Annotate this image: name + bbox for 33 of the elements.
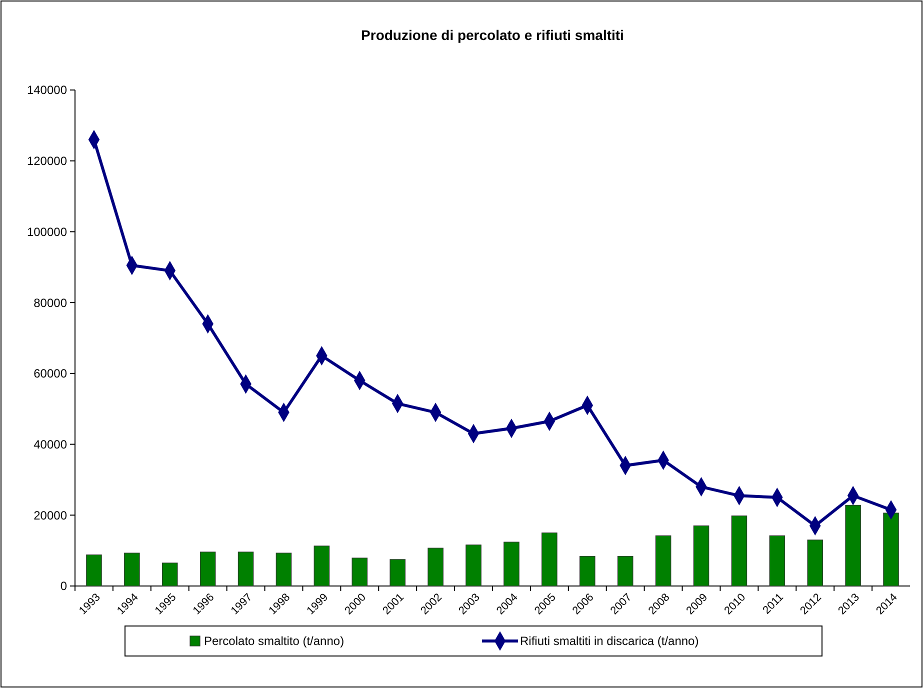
bar [276, 552, 292, 586]
bar [883, 512, 899, 586]
bar [200, 552, 216, 586]
bar [655, 535, 672, 586]
bar [314, 546, 330, 586]
bar [769, 535, 786, 586]
bar [807, 540, 824, 586]
legend-label: Percolato smaltito (t/anno) [204, 634, 344, 648]
bar [579, 556, 596, 586]
y-tick-label: 20000 [34, 508, 68, 522]
y-tick-label: 80000 [34, 296, 68, 310]
bar [693, 525, 710, 586]
bar [542, 532, 558, 586]
bar [617, 556, 634, 586]
bar [731, 516, 748, 586]
y-tick-label: 100000 [26, 224, 68, 239]
y-tick-label: 60000 [34, 366, 68, 381]
bar [504, 542, 520, 586]
chart-title: Produzione di percolato e rifiuti smaltiti [361, 27, 624, 43]
legend-label: Rifiuti smaltiti in discarica (t/anno) [520, 634, 699, 648]
bar [466, 544, 482, 586]
y-tick-label: 140000 [26, 83, 68, 98]
bar [124, 552, 140, 586]
bar [390, 559, 406, 586]
bar [428, 548, 444, 586]
bar [352, 558, 368, 586]
bar [162, 562, 178, 586]
y-tick-label: 0 [60, 579, 68, 594]
bar [86, 554, 102, 586]
bar [845, 504, 861, 586]
y-tick-label: 40000 [34, 437, 68, 452]
bar [238, 552, 254, 586]
y-tick-label: 120000 [26, 154, 68, 168]
